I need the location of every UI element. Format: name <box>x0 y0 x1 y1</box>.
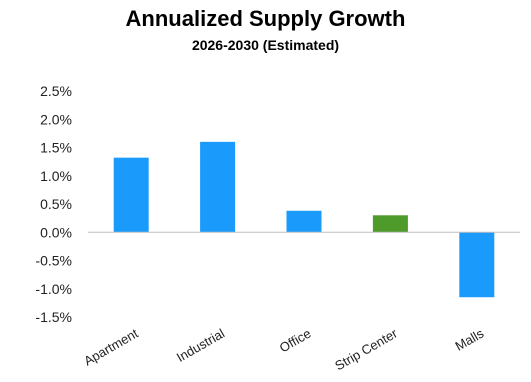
y-tick-label: -1.0% <box>35 281 72 297</box>
x-tick-label: Apartment <box>81 325 141 368</box>
x-tick-label: Strip Center <box>332 325 400 373</box>
bar-apartment <box>113 157 149 233</box>
y-tick-label: 2.5% <box>40 83 72 99</box>
bar-office <box>286 210 322 233</box>
chart-subtitle: 2026-2030 (Estimated) <box>191 37 340 53</box>
y-tick-label: 2.0% <box>40 111 72 127</box>
bar-industrial <box>200 141 236 233</box>
bars <box>113 141 495 298</box>
y-tick-label: 0.0% <box>40 224 72 240</box>
y-tick-label: 1.5% <box>40 140 72 156</box>
y-tick-label: 0.5% <box>40 196 72 212</box>
y-axis: 2.5% 2.0% 1.5% 1.0% 0.5% 0.0% -0.5% -1.0% -1.5% <box>35 83 72 325</box>
x-tick-label: Office <box>277 326 314 356</box>
y-tick-label: -0.5% <box>35 253 72 269</box>
x-tick-label: Industrial <box>174 326 227 365</box>
y-tick-label: 1.0% <box>40 168 72 184</box>
x-tick-label: Malls <box>453 325 487 353</box>
bar-strip-center <box>372 215 408 233</box>
bar-malls <box>459 232 495 298</box>
chart-title: Annualized Supply Growth <box>125 6 406 31</box>
y-tick-label: -1.5% <box>35 309 72 325</box>
x-axis: Apartment Industrial Office Strip Center Mal… <box>81 325 486 373</box>
